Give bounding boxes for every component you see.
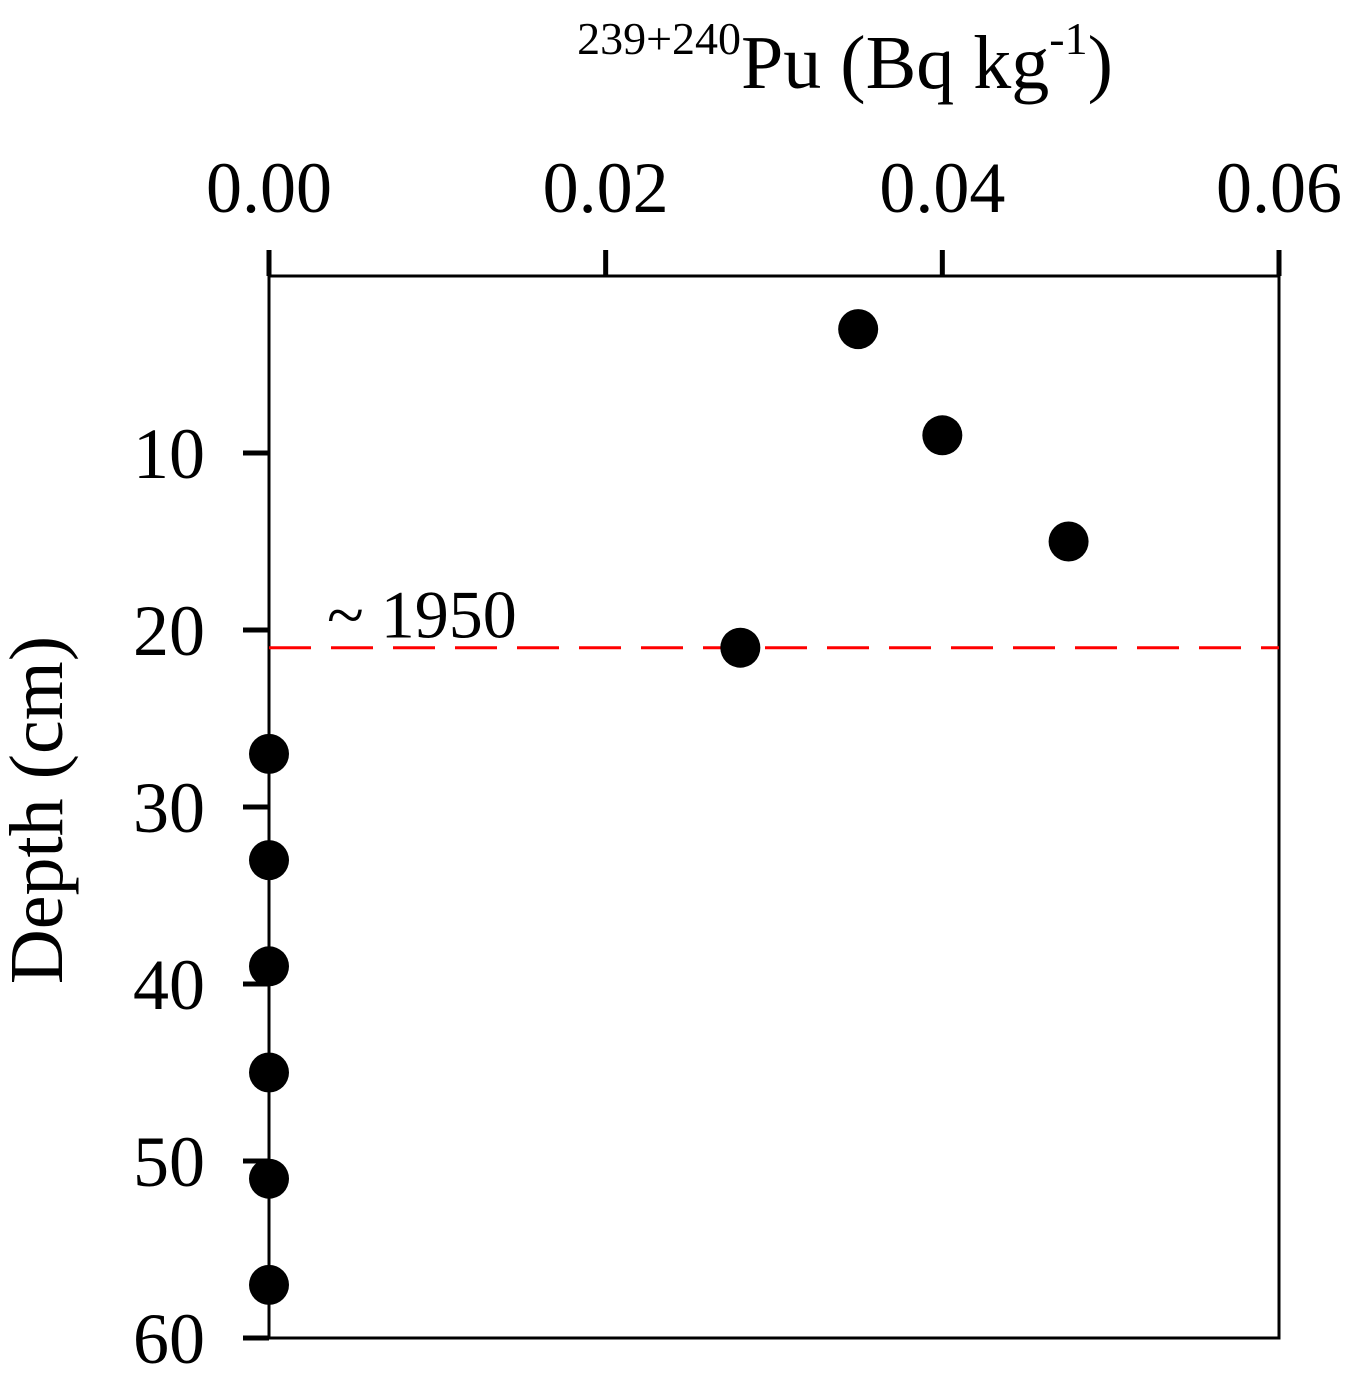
data-point <box>1048 521 1089 562</box>
data-point <box>720 627 761 668</box>
reference-line-label: ~ 1950 <box>327 577 517 653</box>
y-axis: 10 20 30 40 50 60 <box>133 414 269 1377</box>
x-tick-label: 0.02 <box>543 148 669 228</box>
y-tick-label: 20 <box>133 591 205 671</box>
data-point <box>249 1158 289 1199</box>
y-tick-label: 10 <box>133 414 205 494</box>
x-tick-label: 0.06 <box>1216 148 1342 228</box>
data-point <box>249 733 289 774</box>
y-tick-label: 30 <box>133 768 205 848</box>
data-point <box>838 309 879 350</box>
x-axis-title-unit-exponent: -1 <box>1049 13 1087 64</box>
x-axis-title-main: Pu (Bq kg <box>741 21 1049 105</box>
x-axis-title-suffix: ) <box>1088 21 1113 105</box>
x-tick-label: 0.04 <box>879 148 1005 228</box>
x-axis-title: 239+240Pu (Bq kg-1) <box>577 13 1113 105</box>
reference-line-group: ~ 1950 <box>269 577 1279 653</box>
x-axis-title-isotope: 239+240 <box>577 13 741 64</box>
data-point <box>249 946 289 987</box>
x-tick-label: 0.00 <box>206 148 332 228</box>
x-axis: 0.00 0.02 0.04 0.06 <box>206 148 1342 276</box>
data-point <box>249 1052 289 1093</box>
y-axis-title: Depth (cm) <box>0 636 79 984</box>
data-point <box>922 415 963 456</box>
plot-frame <box>267 274 1281 1340</box>
y-tick-label: 50 <box>133 1122 205 1202</box>
y-tick-label: 60 <box>133 1299 205 1377</box>
data-point <box>249 840 289 881</box>
data-point <box>249 1264 289 1305</box>
y-tick-label: 40 <box>133 945 205 1025</box>
data-points <box>249 309 1089 1305</box>
